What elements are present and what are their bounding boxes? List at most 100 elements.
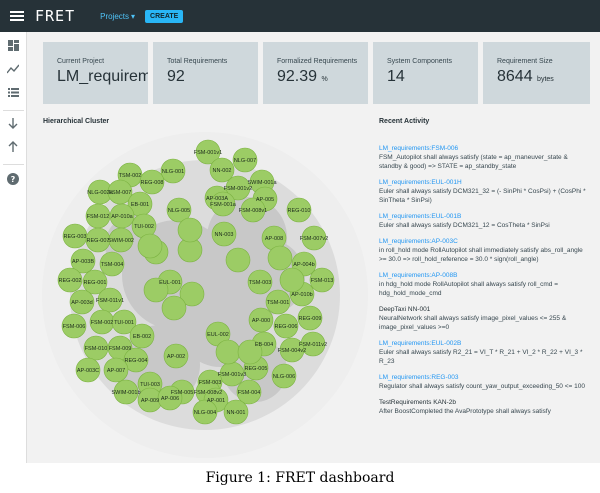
cluster-leaf-label: EB-004: [255, 342, 273, 348]
cluster-leaf-label: AP-006: [161, 396, 179, 402]
activity-link[interactable]: LM_requirements:REG-003: [379, 374, 459, 381]
cluster-leaf[interactable]: [195, 139, 221, 165]
total-requirements-value: 92: [167, 68, 185, 85]
cluster-leaf[interactable]: [223, 399, 249, 425]
cluster-leaf-label: FSM-005: [171, 390, 194, 396]
dashboard-icon[interactable]: [6, 40, 20, 54]
export-icon[interactable]: [6, 141, 20, 155]
cluster-leaf[interactable]: [160, 158, 186, 184]
cluster-leaf[interactable]: [70, 248, 96, 274]
cluster-leaf[interactable]: [215, 339, 241, 365]
cluster-leaf[interactable]: [61, 313, 87, 339]
cluster-leaf[interactable]: [139, 169, 165, 195]
cluster-leaf[interactable]: [279, 267, 305, 293]
cluster-leaf[interactable]: [161, 295, 187, 321]
cluster-leaf[interactable]: [279, 337, 305, 363]
cluster-leaf[interactable]: [265, 289, 291, 315]
activity-link[interactable]: LM_requirements:EUL-001H: [379, 179, 462, 186]
activity-item: LM_requirements:EUL-001B Euler shall alwa…: [379, 212, 589, 230]
help-icon[interactable]: ?: [6, 173, 20, 187]
cluster-leaf[interactable]: [108, 227, 134, 253]
cluster-leaf[interactable]: [211, 221, 237, 247]
cluster-leaf[interactable]: [166, 197, 192, 223]
cluster-leaf[interactable]: [137, 233, 163, 259]
cluster-leaf-label: AP-003B: [72, 259, 94, 265]
activity-link[interactable]: LM_requirements:AP-008B: [379, 272, 458, 279]
cluster-leaf[interactable]: [301, 225, 327, 251]
cluster-leaf[interactable]: [240, 197, 266, 223]
cluster-leaf[interactable]: [225, 175, 251, 201]
create-button[interactable]: CREATE: [145, 9, 184, 23]
import-icon[interactable]: [6, 118, 20, 132]
cluster-leaf-label: FSM-008v1: [239, 208, 267, 214]
cluster-leaf[interactable]: [99, 251, 125, 277]
cluster-leaf-label: EB-001: [131, 202, 149, 208]
cluster-leaf[interactable]: [113, 379, 139, 405]
current-project-card: Current Project LM_requirem: [43, 42, 148, 104]
activity-link[interactable]: LM_requirements:EUL-002B: [379, 340, 462, 347]
card-label: Current Project: [57, 58, 105, 65]
sidebar: ?: [0, 32, 27, 463]
hierarchical-cluster[interactable]: FSM-001v1NLG-007NN-002NLG-001TSM-002REG-…: [40, 130, 370, 460]
cluster-leaf[interactable]: [297, 305, 323, 331]
cluster-leaf-label: TUI-002: [134, 224, 154, 230]
cluster-leaf-label: NLG-006: [273, 374, 295, 380]
system-components-value: 14: [387, 68, 405, 85]
current-project-value: LM_requirem: [57, 68, 148, 85]
cluster-leaf[interactable]: [267, 245, 293, 271]
cluster-leaf[interactable]: [273, 313, 299, 339]
activity-item: LM_requirements:AP-003C in roll_hold mode…: [379, 237, 589, 264]
cluster-leaf-label: FSM-011v1: [96, 298, 124, 304]
cluster-leaf[interactable]: [179, 281, 205, 307]
cluster-leaf[interactable]: [225, 247, 251, 273]
cluster-leaf[interactable]: [177, 217, 203, 243]
analytics-icon[interactable]: [6, 64, 20, 78]
cluster-leaf[interactable]: [111, 309, 137, 335]
card-label: System Components: [387, 58, 452, 65]
activity-link[interactable]: LM_requirements:AP-003C: [379, 238, 458, 245]
cluster-leaf[interactable]: [157, 385, 183, 411]
cluster-leaf[interactable]: [237, 339, 263, 365]
cluster-leaf-label: AP-007: [107, 368, 125, 374]
cluster-leaf[interactable]: [247, 269, 273, 295]
total-requirements-card: Total Requirements 92: [153, 42, 258, 104]
activity-item: LM_requirements:REG-003 Regulator shall a…: [379, 373, 589, 391]
list-icon[interactable]: [6, 87, 20, 101]
cluster-leaf[interactable]: [129, 323, 155, 349]
cluster-leaf-label: FSM-007v2: [300, 236, 328, 242]
cluster-leaf[interactable]: [82, 269, 108, 295]
activity-item: LM_requirements:AP-008B in hdg_hold mode …: [379, 271, 589, 298]
cluster-leaf-label: TSM-003: [249, 280, 272, 286]
activity-link[interactable]: LM_requirements:EUL-001B: [379, 213, 462, 220]
cluster-leaf-label: TSM-004: [101, 262, 124, 268]
cluster-leaf[interactable]: [209, 157, 235, 183]
projects-dropdown[interactable]: Projects ▾: [100, 12, 135, 21]
cluster-leaf[interactable]: [143, 277, 169, 303]
activity-item: TestRequirements KAN-2b After BoostComple…: [379, 398, 589, 416]
cluster-leaf[interactable]: [123, 347, 149, 373]
cluster-leaf[interactable]: [232, 147, 258, 173]
cluster-leaf[interactable]: [163, 343, 189, 369]
cluster-leaf[interactable]: [69, 289, 95, 315]
cluster-leaf[interactable]: [236, 379, 262, 405]
cluster-leaf[interactable]: [75, 357, 101, 383]
cluster-leaf-label: REG-005: [245, 366, 268, 372]
cluster-leaf-label: FSM-012: [87, 214, 110, 220]
cluster-leaf[interactable]: [271, 363, 297, 389]
cluster-leaf[interactable]: [248, 307, 274, 333]
cluster-leaf-label: AP-004b: [293, 262, 314, 268]
cluster-leaf[interactable]: [103, 357, 129, 383]
activity-heading: DeepTaxi NN-001: [379, 306, 431, 313]
cluster-leaf[interactable]: [97, 287, 123, 313]
cluster-leaf[interactable]: [57, 267, 83, 293]
cluster-leaf[interactable]: [210, 191, 236, 217]
menu-icon[interactable]: [10, 11, 24, 21]
cluster-leaf[interactable]: [309, 267, 335, 293]
card-label: Total Requirements: [167, 58, 228, 65]
cluster-leaf[interactable]: [192, 399, 218, 425]
activity-link[interactable]: LM_requirements:FSM-006: [379, 145, 459, 152]
cluster-leaf[interactable]: [286, 197, 312, 223]
figure-caption: Figure 1: FRET dashboard: [205, 470, 395, 486]
app-window: FRET Projects ▾ CREATE ? Current Project: [0, 0, 600, 463]
cluster-leaf-label: FSM-011v2: [299, 342, 327, 348]
